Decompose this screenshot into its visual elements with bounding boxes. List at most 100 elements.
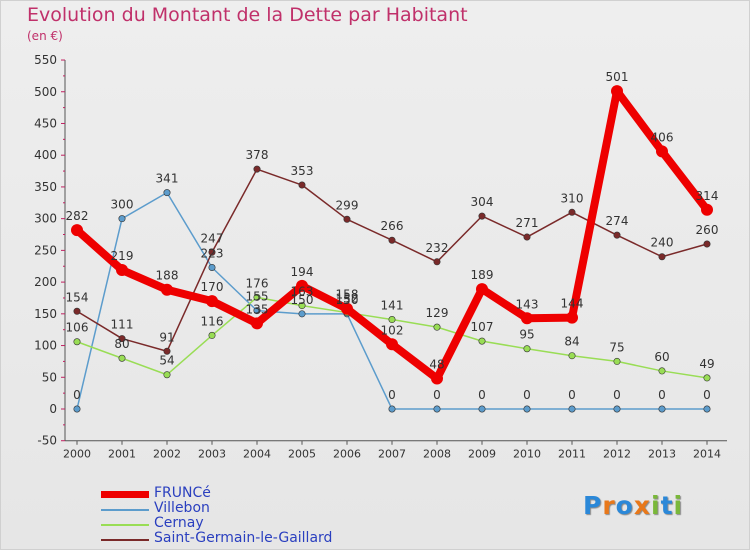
- data-label: 91: [159, 330, 174, 344]
- data-point: [703, 405, 711, 413]
- chart-title: Evolution du Montant de la Dette par Hab…: [27, 4, 468, 26]
- data-label: 154: [66, 290, 89, 304]
- series-1: [73, 189, 711, 413]
- data-label: 0: [73, 388, 81, 402]
- x-tick-label: 2004: [243, 448, 271, 461]
- legend-label: Villebon: [154, 500, 210, 516]
- x-tick-label: 2009: [468, 448, 496, 461]
- x-tick-label: 2007: [378, 448, 406, 461]
- x-tick-label: 2013: [648, 448, 676, 461]
- data-point: [611, 85, 623, 98]
- data-point: [251, 317, 263, 330]
- legend-label: FRUNCé: [154, 485, 211, 501]
- x-tick-label: 2008: [423, 448, 451, 461]
- data-label: 170: [201, 280, 224, 294]
- proxiti-logo: Proxiti: [583, 491, 683, 520]
- data-point: [656, 145, 668, 158]
- data-label: 501: [606, 70, 629, 84]
- data-label: 0: [658, 388, 666, 402]
- data-point: [613, 405, 621, 413]
- x-tick-label: 2000: [63, 448, 91, 461]
- data-label: 300: [111, 198, 134, 212]
- data-point: [206, 295, 218, 308]
- x-tick-label: 2014: [693, 448, 721, 461]
- brand-letter: P: [583, 491, 603, 520]
- brand-letter: o: [615, 491, 634, 520]
- data-point: [163, 347, 171, 355]
- data-point: [253, 307, 261, 315]
- legend-swatch: [101, 539, 149, 541]
- data-label: 299: [336, 198, 359, 212]
- data-point: [386, 338, 398, 351]
- data-label: 219: [111, 249, 134, 263]
- data-point: [388, 236, 396, 244]
- data-label: 129: [426, 306, 449, 320]
- data-label: 223: [201, 247, 224, 261]
- data-label: 163: [291, 285, 314, 299]
- data-point: [613, 357, 621, 365]
- data-label: 0: [523, 388, 531, 402]
- data-label: 247: [201, 231, 224, 245]
- data-label: 107: [471, 320, 494, 334]
- data-label: 135: [246, 302, 269, 316]
- data-label: 188: [156, 269, 179, 283]
- data-point: [296, 279, 308, 292]
- data-label: 310: [561, 191, 584, 205]
- data-label: 116: [201, 314, 224, 328]
- data-label: 232: [426, 241, 449, 255]
- data-label: 48: [429, 358, 444, 372]
- data-label: 240: [651, 236, 674, 250]
- data-point: [253, 293, 261, 301]
- data-label: 304: [471, 195, 494, 209]
- data-label: 274: [606, 214, 629, 228]
- data-point: [341, 302, 353, 315]
- series-2: [73, 293, 711, 382]
- data-point: [703, 374, 711, 382]
- data-label: 260: [696, 223, 719, 237]
- data-point: [521, 312, 533, 325]
- legend-swatch: [101, 491, 149, 498]
- y-tick-label: 450: [34, 116, 57, 130]
- x-tick-label: 2012: [603, 448, 631, 461]
- y-tick-label: 0: [49, 402, 57, 416]
- data-label: 54: [159, 354, 174, 368]
- data-label: 49: [699, 357, 714, 371]
- data-point: [73, 405, 81, 413]
- data-label: 353: [291, 164, 314, 178]
- data-point: [523, 345, 531, 353]
- data-label: 0: [703, 388, 711, 402]
- data-point: [433, 323, 441, 331]
- data-point: [431, 372, 443, 385]
- data-point: [73, 338, 81, 346]
- data-point: [388, 316, 396, 324]
- data-label: 282: [66, 209, 89, 223]
- data-label: 95: [519, 328, 534, 342]
- series-3: [73, 165, 711, 355]
- data-label: 155: [246, 290, 269, 304]
- data-point: [566, 311, 578, 324]
- legend-label: Cernay: [154, 515, 204, 531]
- data-label: 266: [381, 219, 404, 233]
- legend-swatch: [101, 524, 149, 526]
- series-0: [71, 85, 713, 385]
- y-tick-label: 250: [34, 243, 57, 257]
- data-point: [613, 231, 621, 239]
- brand-letter: i: [651, 491, 661, 520]
- data-label: 84: [564, 335, 579, 349]
- data-point: [116, 264, 128, 277]
- data-point: [433, 405, 441, 413]
- data-label: 0: [478, 388, 486, 402]
- data-label: 341: [156, 172, 179, 186]
- data-point: [343, 215, 351, 223]
- data-point: [568, 405, 576, 413]
- legend-swatch: [101, 509, 149, 511]
- data-label: 141: [381, 299, 404, 313]
- data-point: [703, 240, 711, 248]
- data-point: [118, 215, 126, 223]
- data-label: 150: [291, 293, 314, 307]
- brand-letter: i: [673, 491, 684, 520]
- data-point: [568, 208, 576, 216]
- x-tick-label: 2003: [198, 448, 226, 461]
